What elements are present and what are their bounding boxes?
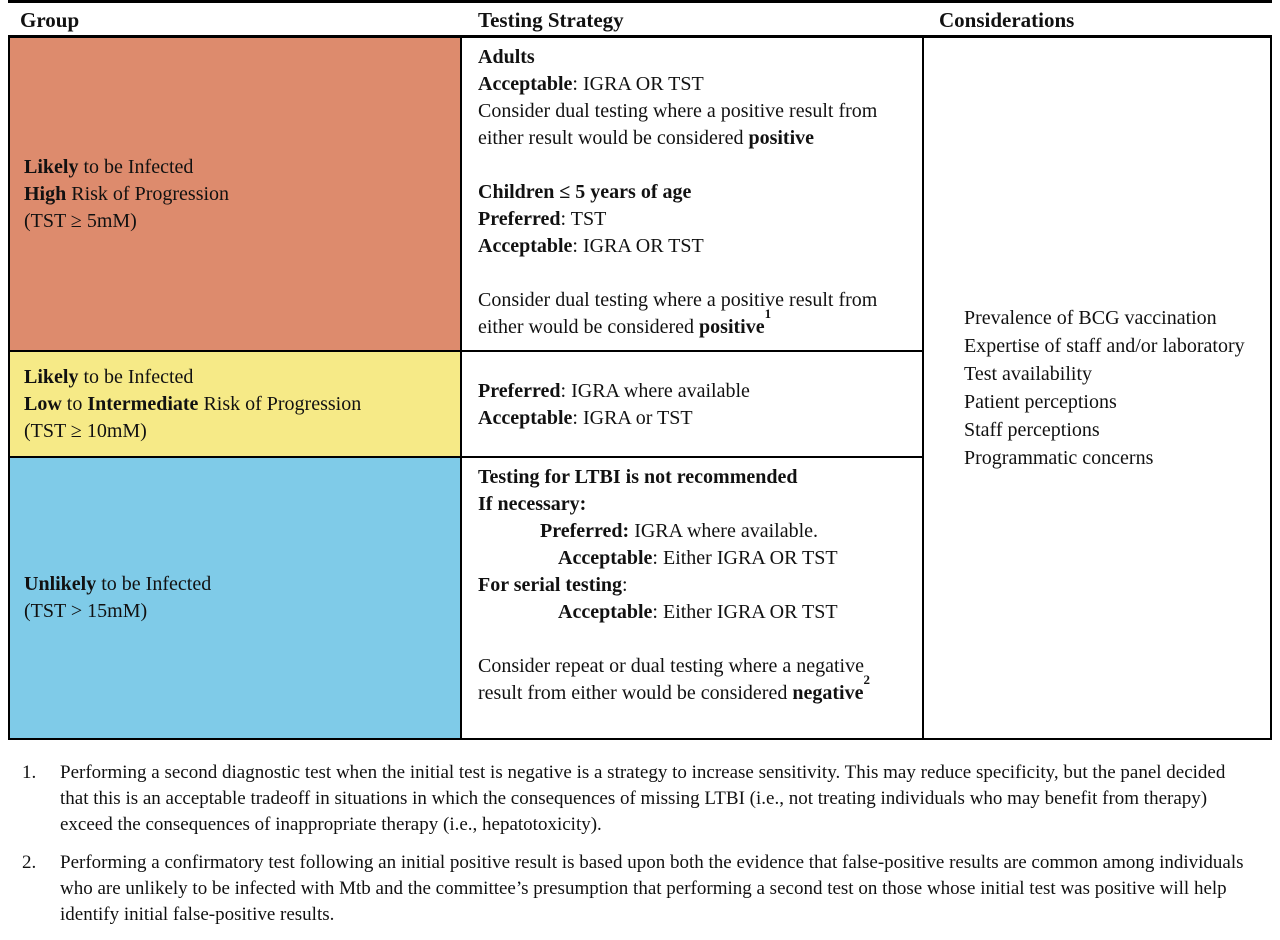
considerations-cell: Prevalence of BCG vaccination Expertise o…: [924, 38, 1270, 738]
text-line: Adults: [478, 46, 535, 68]
text-line: Children ≤ 5 years of age: [478, 181, 692, 203]
footnote-2-text: Performing a confirmatory test following…: [60, 852, 1244, 925]
footnotes-section: 1. Performing a second diagnostic test w…: [8, 760, 1272, 928]
footnote-2: 2. Performing a confirmatory test follow…: [22, 850, 1258, 928]
text-line: Acceptable: IGRA OR TST: [478, 73, 704, 95]
text-line: Consider repeat or dual testing where a …: [478, 655, 870, 704]
blank-line: [478, 152, 910, 179]
text-line: Acceptable: IGRA OR TST: [478, 235, 704, 257]
text-line: High Risk of Progression: [24, 182, 230, 205]
footnote-1-number: 1.: [22, 762, 37, 783]
text-line: If necessary:: [478, 493, 587, 515]
consideration-item: Test availability: [964, 363, 1093, 385]
text-line: Acceptable: Either IGRA OR TST: [558, 601, 838, 623]
strategy-cell-unlikely-infected: Testing for LTBI is not recommended If ne…: [462, 458, 924, 738]
consideration-item: Prevalence of BCG vaccination: [964, 307, 1217, 329]
text-line: For serial testing:: [478, 574, 628, 596]
text-line: (TST ≥ 5mM): [24, 209, 137, 232]
blank-line: [478, 260, 910, 287]
text-line: (TST > 15mM): [24, 600, 148, 622]
group-cell-likely-high-risk: Likely to be Infected High Risk of Progre…: [10, 38, 462, 352]
consideration-item: Patient perceptions: [964, 391, 1117, 413]
text-line: Acceptable: IGRA or TST: [478, 407, 693, 429]
text-line: Consider dual testing where a positive r…: [478, 289, 878, 338]
blank-line: [478, 626, 910, 653]
text-line: Unlikely to be Infected: [24, 573, 212, 595]
text-line: Preferred: IGRA where available: [478, 380, 750, 402]
text-line: Consider dual testing where a positive r…: [478, 100, 878, 149]
text-line: Likely to be Infected: [24, 365, 194, 388]
footnote-1-text: Performing a second diagnostic test when…: [60, 762, 1226, 835]
header-testing-strategy: Testing Strategy: [478, 8, 624, 32]
text-line: Acceptable: Either IGRA OR TST: [558, 547, 838, 569]
footnote-1: 1. Performing a second diagnostic test w…: [22, 760, 1258, 838]
header-considerations: Considerations: [939, 8, 1075, 32]
text-line: Preferred: TST: [478, 208, 607, 230]
group-cell-likely-low-intermediate-risk: Likely to be Infected Low to Intermediate…: [10, 352, 462, 458]
strategy-cell-likely-high-risk: Adults Acceptable: IGRA OR TST Consider du…: [462, 38, 924, 352]
text-line: Low to Intermediate Risk of Progression: [24, 392, 362, 415]
consideration-item: Expertise of staff and/or laboratory: [964, 335, 1245, 357]
text-line: Preferred: IGRA where available.: [540, 520, 819, 542]
text-line: Testing for LTBI is not recommended: [478, 466, 798, 488]
text-line: (TST ≥ 10mM): [24, 419, 147, 442]
header-group: Group: [20, 8, 80, 32]
consideration-item: Programmatic concerns: [964, 447, 1154, 469]
table-body: Likely to be Infected High Risk of Progre…: [8, 35, 1272, 740]
footnote-2-number: 2.: [22, 852, 37, 873]
strategy-cell-likely-low-intermediate-risk: Preferred: IGRA where available Acceptabl…: [462, 352, 924, 458]
table-header-row: Group Testing Strategy Considerations: [8, 0, 1272, 35]
group-cell-unlikely-infected: Unlikely to be Infected (TST > 15mM): [10, 458, 462, 738]
text-line: Likely to be Infected: [24, 155, 194, 178]
consideration-item: Staff perceptions: [964, 419, 1100, 441]
